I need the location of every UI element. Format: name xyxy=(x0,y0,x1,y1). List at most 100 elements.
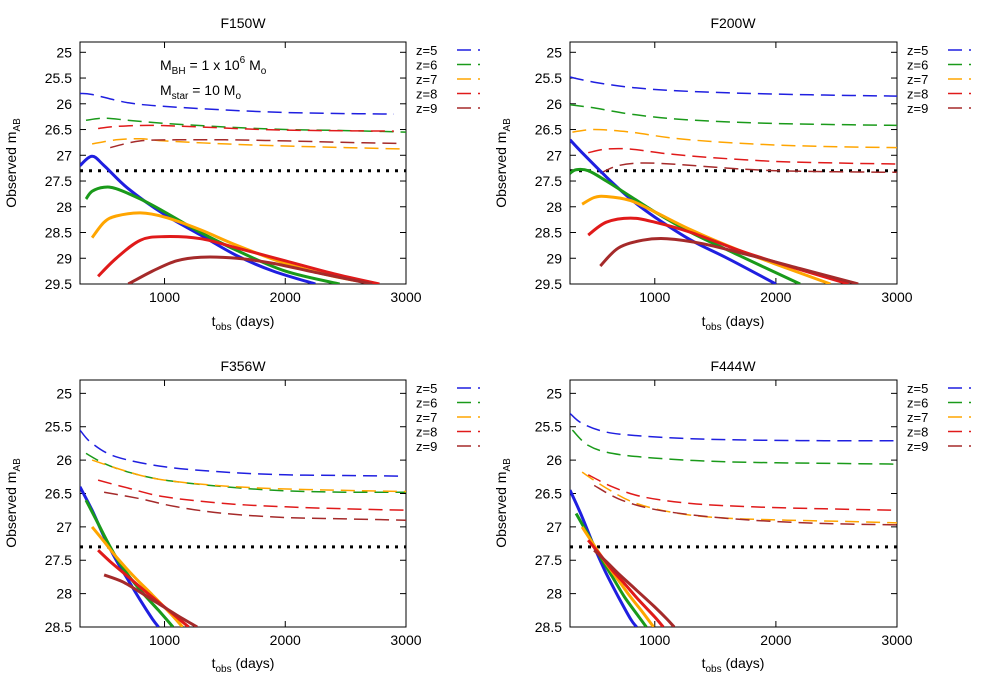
legend-label: z=5 xyxy=(907,43,928,58)
panel-title: F444W xyxy=(710,358,756,374)
x-tick-label: 3000 xyxy=(390,632,421,648)
series-line-z8-dashed xyxy=(98,124,394,132)
y-tick-label: 26.5 xyxy=(45,122,72,138)
series-line-z7-solid xyxy=(581,194,831,284)
series-line-z6-dashed xyxy=(85,452,406,494)
x-axis-label: tobs (days) xyxy=(212,655,275,675)
mbh-annotation: MBH = 1 x 106 Mo xyxy=(160,55,267,77)
series-line-z6-dashed xyxy=(85,117,406,133)
y-tick-label: 28.5 xyxy=(535,619,562,635)
series-line-z5-dashed xyxy=(570,412,897,442)
legend-label: z=8 xyxy=(416,87,437,102)
series-line-z9-solid xyxy=(127,255,373,284)
y-tick-label: 27 xyxy=(546,519,562,535)
x-tick-label: 3000 xyxy=(881,632,912,648)
legend-label: z=9 xyxy=(416,101,437,116)
y-tick-label: 25.5 xyxy=(45,70,72,86)
series-line-z9-solid xyxy=(593,549,676,627)
legend-label: z=5 xyxy=(907,381,928,396)
series-line-z7-dashed xyxy=(91,138,406,150)
mstar-annotation: Mstar = 10 Mo xyxy=(160,82,241,102)
y-tick-label: 28 xyxy=(546,586,562,602)
plot-frame xyxy=(79,379,407,628)
y-tick-label: 27 xyxy=(56,147,72,163)
y-tick-label: 27.5 xyxy=(535,173,562,189)
panel-title: F200W xyxy=(710,15,756,31)
series-line-z8-solid xyxy=(587,216,850,284)
legend-label: z=6 xyxy=(907,58,928,73)
y-tick-label: 29.5 xyxy=(535,276,562,292)
x-tick-label: 2000 xyxy=(760,632,791,648)
legend-label: z=5 xyxy=(416,43,437,58)
panel-f356w: F356W 25 25.5 26 26.5 27 27.5 28 28.5 1000 2000 30… xyxy=(3,358,480,675)
x-tick-label: 1000 xyxy=(149,289,180,305)
x-axis-label: tobs (days) xyxy=(212,313,275,333)
panel-title: F356W xyxy=(220,358,266,374)
y-tick-label: 26 xyxy=(546,452,562,468)
series-line-z5-solid xyxy=(80,486,160,627)
legend-label: z=6 xyxy=(416,58,437,73)
panel-title: F150W xyxy=(220,15,266,31)
y-tick-label: 26 xyxy=(546,96,562,112)
legend-label: z=7 xyxy=(416,410,437,425)
panel-f444w: F444W 25 25.5 26 26.5 27 27.5 28 28.5 1000 2000 30… xyxy=(493,358,971,675)
legend-label: z=8 xyxy=(416,425,437,440)
y-tick-label: 26.5 xyxy=(45,485,72,501)
series-line-z9-solid xyxy=(599,236,859,284)
x-tick-label: 1000 xyxy=(639,632,670,648)
y-tick-label: 29 xyxy=(546,250,562,266)
plot-area: 25 25.5 26 26.5 27 27.5 28 28.5 29 29.5 1000 2000 30… xyxy=(535,41,971,305)
series-line-z9-dashed xyxy=(593,484,897,526)
series-line-z6-solid xyxy=(84,499,175,627)
series-line-z8-solid xyxy=(97,235,380,284)
x-tick-label: 1000 xyxy=(639,289,670,305)
x-tick-label: 2000 xyxy=(760,289,791,305)
y-tick-label: 25 xyxy=(546,385,562,401)
y-tick-label: 27 xyxy=(546,147,562,163)
y-tick-label: 28.5 xyxy=(45,619,72,635)
y-tick-label: 28.5 xyxy=(45,225,72,241)
panel-f150w: F150W 25 25.5 26 26.5 27 27.5 28 28.5 29 29.5 1000… xyxy=(3,15,480,333)
y-tick-label: 28.5 xyxy=(535,225,562,241)
y-axis-label: Observed mAB xyxy=(493,458,513,548)
series-layer xyxy=(80,429,406,627)
x-tick-label: 3000 xyxy=(390,289,421,305)
y-tick-label: 26 xyxy=(56,452,72,468)
y-tick-label: 25 xyxy=(56,385,72,401)
y-tick-label: 25.5 xyxy=(535,70,562,86)
series-line-z9-dashed xyxy=(110,138,401,149)
series-line-z6-dashed xyxy=(571,429,897,465)
y-tick-label: 25.5 xyxy=(535,419,562,435)
y-tick-label: 28 xyxy=(546,199,562,215)
y-tick-label: 29 xyxy=(56,250,72,266)
y-tick-label: 25 xyxy=(56,44,72,60)
series-line-z5-dashed xyxy=(570,76,897,97)
y-tick-label: 25 xyxy=(546,44,562,60)
y-axis-label: Observed mAB xyxy=(493,118,513,208)
y-tick-label: 27.5 xyxy=(535,552,562,568)
legend-label: z=9 xyxy=(907,439,928,454)
series-line-z9-dashed xyxy=(103,491,406,521)
y-tick-label: 29.5 xyxy=(45,276,72,292)
y-tick-label: 27 xyxy=(56,519,72,535)
legend-label: z=9 xyxy=(907,101,928,116)
series-layer xyxy=(570,412,897,627)
series-line-z7-dashed xyxy=(572,128,897,149)
x-tick-label: 3000 xyxy=(881,289,912,305)
legend-label: z=8 xyxy=(907,87,928,102)
series-line-z5-dashed xyxy=(80,92,394,115)
x-tick-label: 2000 xyxy=(270,632,301,648)
plot-area: 25 25.5 26 26.5 27 27.5 28 28.5 29 29.5 1000 2000 30… xyxy=(45,41,480,305)
series-line-z8-solid xyxy=(97,549,190,627)
plot-frame xyxy=(79,41,407,285)
series-line-z7-dashed xyxy=(91,459,406,493)
legend-label: z=9 xyxy=(416,439,437,454)
x-tick-label: 1000 xyxy=(149,632,180,648)
y-tick-label: 28 xyxy=(56,199,72,215)
legend-label: z=7 xyxy=(907,72,928,87)
legend-label: z=8 xyxy=(907,425,928,440)
series-line-z9-solid xyxy=(103,573,198,627)
y-tick-label: 27.5 xyxy=(45,552,72,568)
series-line-z5-solid xyxy=(80,154,316,284)
